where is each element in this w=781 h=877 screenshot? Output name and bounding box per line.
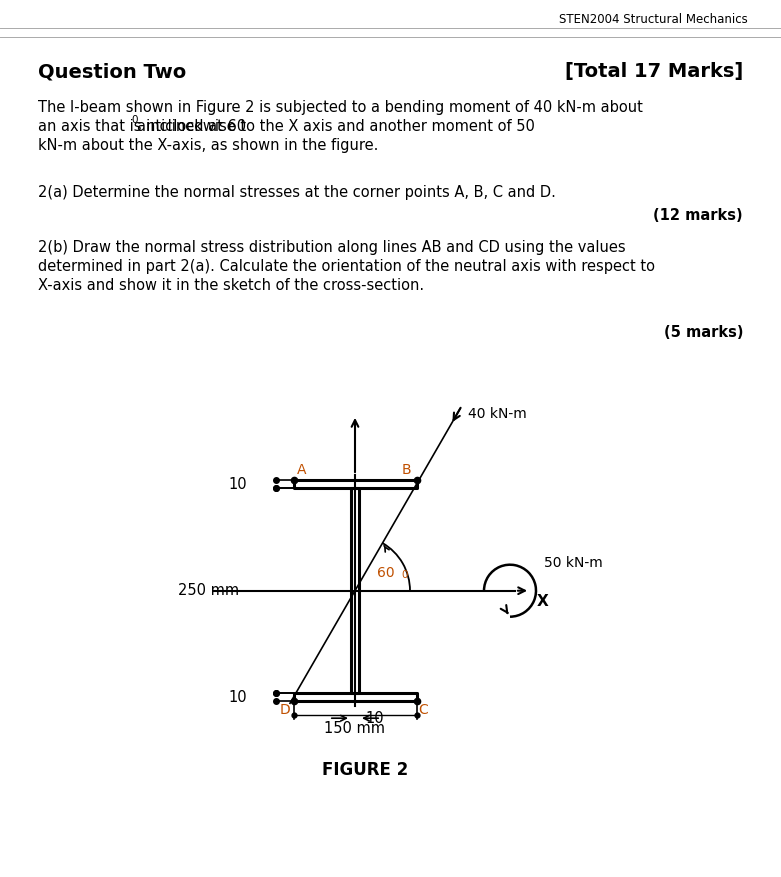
Text: 150 mm: 150 mm [324,722,386,737]
Text: FIGURE 2: FIGURE 2 [322,761,408,780]
Text: anticlockwise to the X axis and another moment of 50: anticlockwise to the X axis and another … [137,119,535,134]
Text: (5 marks): (5 marks) [664,325,743,340]
Text: X: X [537,594,549,609]
Text: an axis that is inclined at 60: an axis that is inclined at 60 [38,119,246,134]
Text: 250 mm: 250 mm [178,583,240,598]
Text: 50 kN-m: 50 kN-m [544,556,603,570]
Text: 60: 60 [377,566,399,580]
Text: The I-beam shown in Figure 2 is subjected to a bending moment of 40 kN-m about: The I-beam shown in Figure 2 is subjecte… [38,100,643,115]
Text: D: D [280,703,291,717]
Text: 10: 10 [229,476,248,492]
Text: (12 marks): (12 marks) [654,208,743,223]
Text: 2(a) Determine the normal stresses at the corner points A, B, C and D.: 2(a) Determine the normal stresses at th… [38,185,556,200]
Text: 0: 0 [131,115,137,125]
Text: B: B [402,463,412,477]
Text: 10: 10 [229,690,248,705]
Text: C: C [419,703,428,717]
Text: 40 kN-m: 40 kN-m [468,407,526,421]
Text: determined in part 2(a). Calculate the orientation of the neutral axis with resp: determined in part 2(a). Calculate the o… [38,259,655,274]
Text: STEN2004 Structural Mechanics: STEN2004 Structural Mechanics [559,13,748,26]
Text: 10: 10 [365,710,383,725]
Text: X-axis and show it in the sketch of the cross-section.: X-axis and show it in the sketch of the … [38,278,424,293]
Text: 2(b) Draw the normal stress distribution along lines AB and CD using the values: 2(b) Draw the normal stress distribution… [38,240,626,255]
Text: 0: 0 [401,570,408,580]
Text: A: A [297,463,306,477]
Text: [Total 17 Marks]: [Total 17 Marks] [565,62,743,81]
Text: Question Two: Question Two [38,62,186,81]
Text: kN-m about the X-axis, as shown in the figure.: kN-m about the X-axis, as shown in the f… [38,138,378,153]
